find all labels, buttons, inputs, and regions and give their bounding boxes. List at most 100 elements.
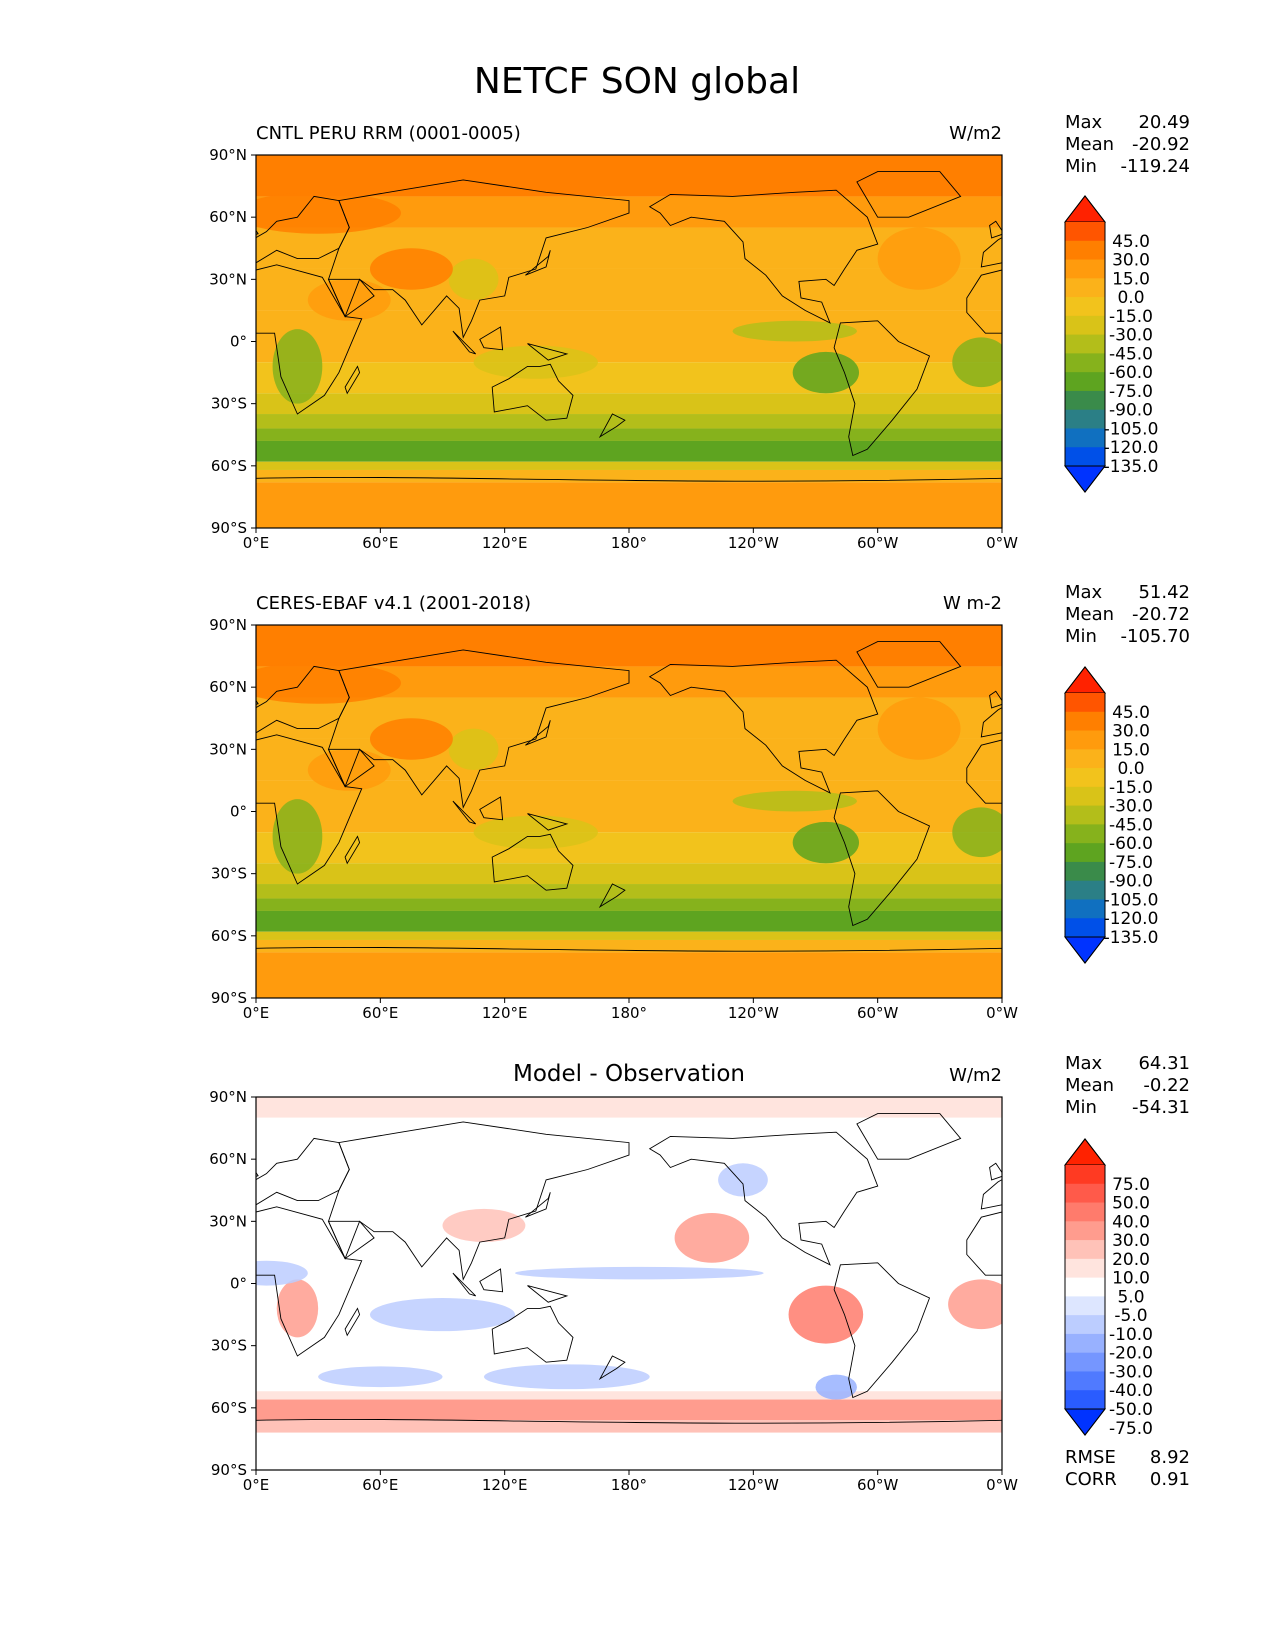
panel-title: CERES-EBAF v4.1 (2001-2018) (256, 593, 531, 614)
colorbar-segment (1065, 843, 1105, 863)
coastline (256, 220, 1002, 239)
colorbar-segment (1065, 918, 1105, 938)
stat-value: 51.42 (1138, 582, 1190, 603)
y-tick-label: 60°N (209, 678, 247, 696)
colorbar-segment (1065, 1315, 1105, 1335)
field-band (256, 931, 1002, 940)
field-anomaly (369, 1298, 516, 1332)
x-tick-label: 180° (611, 1476, 647, 1494)
x-tick-label: 60°E (362, 534, 398, 552)
coastline (648, 1131, 879, 1266)
colorbar-segment (1065, 805, 1105, 825)
colorbar-arrow-bottom (1063, 1408, 1107, 1436)
field-band (256, 362, 1002, 394)
colorbar-segment (1065, 353, 1105, 373)
coastline (598, 1355, 626, 1381)
y-tick-label: 60°N (209, 208, 247, 226)
colorbar-label: -120.0 (1104, 909, 1159, 929)
coastline (344, 1307, 361, 1337)
colorbar-label: -60.0 (1109, 834, 1153, 854)
field-anomaly (877, 697, 961, 760)
field-anomaly (256, 1260, 308, 1286)
colorbar-label: 30.0 (1112, 251, 1150, 271)
coastline (328, 649, 630, 809)
metric-value: 0.91 (1150, 1469, 1190, 1490)
x-tick-label: 120°W (728, 1004, 779, 1022)
field-band (256, 1399, 1002, 1421)
coastline (327, 748, 375, 788)
coastline (856, 641, 962, 688)
field-anomaly (442, 1208, 526, 1243)
coastline-antarctica (256, 476, 1002, 482)
colorbar-label: -15.0 (1109, 778, 1153, 798)
coastline (256, 734, 1002, 885)
y-tick-label: 0° (230, 1275, 247, 1293)
x-tick-label: 0°W (986, 1004, 1018, 1022)
colorbar-segment (1065, 1258, 1105, 1279)
stat-label: Max (1065, 112, 1103, 133)
colorbar-segment (1065, 711, 1105, 732)
field-band (256, 863, 1002, 885)
coastline (598, 413, 626, 439)
stat-label: Max (1065, 1053, 1103, 1074)
field-anomaly (732, 320, 857, 342)
x-tick-label: 120°E (482, 1476, 528, 1494)
x-tick-label: 120°E (482, 534, 528, 552)
y-tick-label: 90°N (209, 616, 247, 634)
y-tick-label: 60°S (211, 927, 247, 945)
coastline (256, 1162, 1002, 1181)
stat-value: -20.72 (1132, 604, 1190, 625)
field-anomaly (272, 799, 323, 874)
colorbar-segment (1065, 1333, 1105, 1354)
coastline (833, 1262, 931, 1399)
coastline (452, 330, 477, 355)
colorbar-segment (1065, 1296, 1105, 1316)
coastline (833, 320, 931, 457)
coastline (479, 1268, 504, 1293)
colorbar-segment (1065, 240, 1105, 261)
coastline (327, 1220, 375, 1260)
colorbar-segment (1065, 1202, 1105, 1222)
colorbar-label: 5.0 (1117, 1287, 1144, 1307)
colorbar-label: 40.0 (1112, 1212, 1150, 1232)
colorbar-arrow-bottom (1063, 465, 1107, 493)
x-tick-label: 60°W (857, 1004, 899, 1022)
field-anomaly (952, 807, 1002, 858)
colorbar-label: -5.0 (1114, 1306, 1147, 1326)
coastline-antarctica (256, 1418, 1002, 1424)
colorbar-label: 45.0 (1112, 232, 1150, 252)
field-anomaly (952, 337, 1002, 388)
map-panel-1: CNTL PERU RRM (0001-0005) W/m2 0°E 60°E 120°… (209, 112, 1190, 552)
field-band (256, 952, 1002, 998)
y-tick-label: 30°N (209, 270, 247, 288)
colorbar-segment (1065, 768, 1105, 788)
field-band (256, 939, 1002, 953)
coastline (491, 363, 574, 421)
colorbar-label: 20.0 (1112, 1250, 1150, 1270)
field-anomaly (307, 279, 391, 321)
field-band (256, 884, 1002, 899)
field-anomaly (369, 718, 453, 760)
coastline (479, 326, 504, 351)
field-band (256, 469, 1002, 483)
stat-value: 20.49 (1138, 112, 1190, 133)
field-band (256, 393, 1002, 415)
colorbar-label: 10.0 (1112, 1269, 1150, 1289)
field-anomaly (674, 1213, 750, 1263)
metric-label: CORR (1065, 1469, 1117, 1490)
y-tick-label: 30°N (209, 740, 247, 758)
y-tick-label: 60°S (211, 457, 247, 475)
colorbar-outline (1064, 195, 1106, 493)
stat-label: Mean (1065, 604, 1114, 625)
coastline (452, 800, 477, 825)
colorbar-segment (1065, 1371, 1105, 1391)
coastline (527, 813, 569, 831)
field-anomaly (448, 728, 499, 771)
map-field (256, 625, 1002, 998)
colorbar-label: -135.0 (1104, 457, 1159, 477)
colorbar: 45.030.015.00.0-15.0-30.0-45.0-60.0-75.0… (1063, 195, 1159, 493)
y-tick-label: 90°S (211, 989, 247, 1007)
colorbar-arrow-top (1063, 1138, 1107, 1166)
colorbar-segment (1065, 824, 1105, 844)
coastline (452, 1272, 477, 1297)
